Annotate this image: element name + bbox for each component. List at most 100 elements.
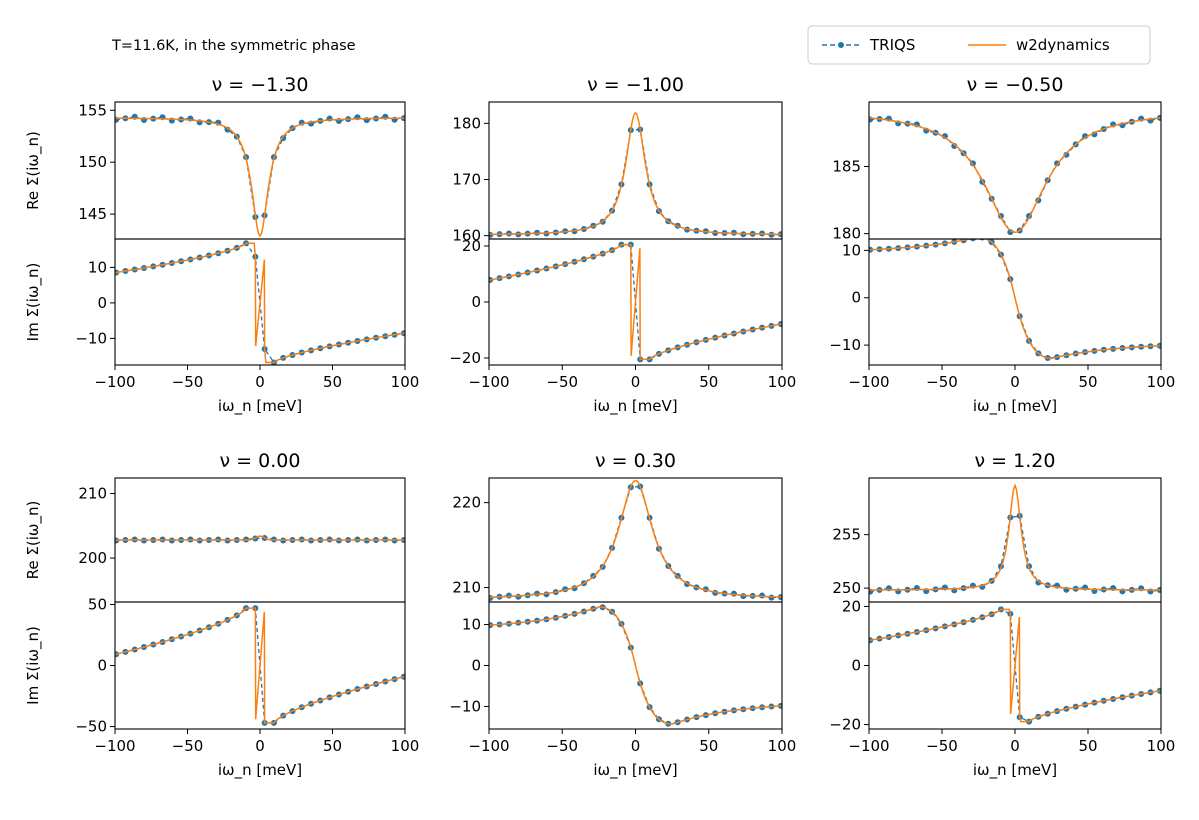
im-ytick-label: 0 — [471, 657, 481, 675]
panel-title: ν = −1.00 — [587, 74, 684, 96]
w2dynamics-re-line — [115, 117, 405, 238]
re-ytick-label: 155 — [78, 101, 107, 119]
im-ytick-label: 0 — [97, 657, 107, 675]
x-axis-label: iω_n [meV] — [973, 761, 1057, 780]
panel-nu-120: ν = 1.20 250 255 −20 0 20 −100 −50 0 50 100 iω_n [m… — [829, 450, 1175, 780]
y-axis-label-im: Im Σ(iω_n) — [24, 626, 43, 705]
y-axis-label-im: Im Σ(iω_n) — [24, 263, 43, 342]
w2dynamics-re-line — [115, 535, 405, 541]
xtick-label: −50 — [546, 373, 578, 391]
triqs-re-point — [224, 126, 231, 133]
im-ytick-label: 10 — [462, 616, 481, 634]
panel-title: ν = 1.20 — [975, 450, 1056, 472]
im-ytick-label: 10 — [88, 258, 107, 276]
re-series-group — [115, 534, 405, 544]
xtick-label: −100 — [848, 737, 889, 755]
xtick-label: 100 — [1147, 737, 1176, 755]
im-series-group — [115, 240, 405, 365]
w2dynamics-im-line — [115, 607, 405, 724]
im-series-group — [869, 239, 1161, 362]
re-ytick-label: 210 — [452, 579, 481, 597]
xtick-label: 0 — [1010, 373, 1020, 391]
re-ytick-label: 150 — [78, 153, 107, 171]
im-ytick-label: 0 — [471, 293, 481, 311]
re-ytick-label: 170 — [452, 170, 481, 188]
panel-title: ν = −0.50 — [967, 74, 1064, 96]
re-ytick-label: 250 — [832, 579, 861, 597]
xtick-label: 50 — [699, 373, 718, 391]
figure-caption: T=11.6K, in the symmetric phase — [111, 38, 356, 54]
im-ytick-label: −20 — [829, 716, 861, 734]
xtick-label: 100 — [391, 373, 420, 391]
xtick-label: 50 — [1078, 737, 1097, 755]
xtick-label: 50 — [699, 737, 718, 755]
w2dynamics-im-line — [489, 606, 782, 725]
re-ytick-label: 160 — [452, 227, 481, 245]
re-ytick-label: 210 — [78, 485, 107, 503]
im-series-group — [115, 605, 405, 726]
re-axes-frame — [114, 101, 406, 240]
legend-triqs-label: TRIQS — [869, 36, 915, 54]
triqs-im-point — [979, 239, 985, 241]
xtick-label: −50 — [546, 737, 578, 755]
im-ytick-label: −20 — [449, 349, 481, 367]
xtick-label: −50 — [926, 373, 958, 391]
legend: TRIQS w2dynamics — [807, 25, 1151, 65]
im-ytick-label: 0 — [97, 294, 107, 312]
re-ytick-label: 185 — [832, 157, 861, 175]
panel-title: ν = −1.30 — [212, 74, 309, 96]
im-series-group — [489, 241, 782, 363]
im-series-group — [489, 604, 782, 727]
re-axes-frame — [868, 477, 1162, 603]
im-series-group — [869, 606, 1161, 725]
re-ytick-label: 200 — [78, 549, 107, 567]
w2dynamics-im-line — [869, 239, 1161, 360]
w2dynamics-re-line — [489, 111, 782, 236]
triqs-re-point — [951, 143, 958, 150]
x-axis-label: iω_n [meV] — [218, 761, 302, 780]
xtick-label: 50 — [1078, 373, 1097, 391]
x-axis-label: iω_n [meV] — [593, 761, 677, 780]
im-ytick-label: −10 — [829, 336, 861, 354]
im-ytick-label: −10 — [449, 697, 481, 715]
xtick-label: 0 — [1010, 737, 1020, 755]
xtick-label: 50 — [323, 737, 342, 755]
triqs-re-line — [116, 116, 404, 218]
triqs-re-point — [489, 594, 494, 601]
panel-nu-m100: ν = −1.00 160 170 180 −20 0 20 −100 −50 0 50 100 iω_… — [449, 74, 796, 416]
re-axes-frame — [868, 101, 1162, 240]
panel-title: ν = 0.00 — [220, 450, 301, 472]
y-axis-label-re: Re Σ(iω_n) — [24, 501, 43, 580]
xtick-label: −100 — [94, 373, 135, 391]
im-ytick-label: 20 — [842, 597, 861, 615]
re-series-group — [489, 479, 782, 601]
triqs-re-point — [768, 594, 775, 601]
xtick-label: −100 — [468, 737, 509, 755]
y-axis-label-re: Re Σ(iω_n) — [24, 131, 43, 210]
triqs-re-point — [1063, 151, 1070, 158]
w2dynamics-re-line — [489, 479, 782, 598]
re-series-group — [489, 111, 782, 238]
triqs-re-line — [870, 117, 1161, 233]
re-axes-frame — [488, 477, 783, 603]
re-ytick-label: 180 — [452, 114, 481, 132]
xtick-label: −50 — [926, 737, 958, 755]
triqs-re-line — [870, 515, 1160, 593]
im-ytick-label: −50 — [75, 718, 107, 736]
x-axis-label: iω_n [meV] — [218, 397, 302, 416]
xtick-label: 50 — [323, 373, 342, 391]
re-ytick-label: 255 — [832, 526, 861, 544]
w2dynamics-im-line — [115, 242, 405, 364]
x-axis-label: iω_n [meV] — [593, 397, 677, 416]
im-ytick-label: 50 — [88, 595, 107, 613]
im-ytick-label: 20 — [462, 237, 481, 255]
im-axes-frame — [868, 238, 1162, 366]
xtick-label: −100 — [848, 373, 889, 391]
panel-title: ν = 0.30 — [595, 450, 676, 472]
xtick-label: −100 — [94, 737, 135, 755]
im-ytick-label: 0 — [851, 289, 861, 307]
